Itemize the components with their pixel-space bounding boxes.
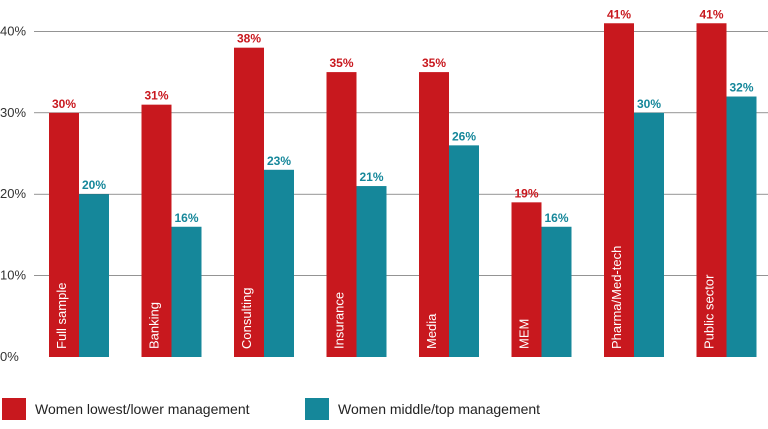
bar-top-management [79,194,109,357]
data-label: 35% [422,56,446,70]
data-label: 23% [267,154,291,168]
bar-lower-management [141,104,172,357]
bar-lower-management [326,72,357,357]
bars [49,23,757,358]
data-label: 26% [452,129,476,143]
y-tick-label: 0% [0,349,19,364]
bar-lower-management [419,72,449,357]
legend-item-top-management: Women middle/top management [305,398,540,420]
bar-lower-management [511,202,542,357]
category-label: Pharma/Med-tech [609,246,624,349]
data-label: 20% [82,178,106,192]
bar-top-management [356,186,387,357]
data-label: 38% [237,32,261,46]
bar-lower-management [49,112,79,357]
data-label: 41% [699,7,723,21]
y-axis-ticks: 0% 10% 20% 30% 40% [0,23,26,364]
bar-top-management [726,96,757,358]
category-label: Insurance [332,292,347,349]
y-tick-label: 20% [0,186,26,201]
data-label: 41% [607,7,631,21]
bar-top-management [171,226,202,357]
category-label: Consulting [239,288,254,349]
legend-swatch-lower-management [2,398,26,420]
legend-item-lower-management: Women lowest/lower management [2,398,250,420]
y-tick-label: 40% [0,23,26,38]
bar-top-management [541,226,572,357]
category-label: Public sector [702,274,717,349]
data-label: 16% [544,211,568,225]
legend: Women lowest/lower management Women midd… [0,398,768,422]
category-label: Banking [147,302,162,349]
bar-top-management [449,145,479,357]
legend-label-lower-management: Women lowest/lower management [35,401,250,417]
data-labels: 30% 20% 31% 16% 38% 23% 35% 21% 35% 26% 19% 16% 41% 3… [52,7,754,225]
category-labels: Full sample Banking Consulting Insurance Med… [54,246,717,349]
legend-label-top-management: Women middle/top management [338,401,541,417]
legend-swatch-top-management [305,398,329,420]
category-label: Full sample [54,283,69,349]
bar-lower-management [234,47,264,358]
data-label: 21% [359,170,383,184]
data-label: 30% [637,97,661,111]
data-label: 32% [729,81,753,95]
bar-lower-management [604,23,634,357]
y-tick-label: 10% [0,268,26,283]
data-label: 35% [329,56,353,70]
data-label: 31% [144,89,168,103]
data-label: 19% [514,186,538,200]
data-label: 16% [174,211,198,225]
data-label: 30% [52,97,76,111]
category-label: MEM [517,319,532,349]
y-tick-label: 30% [0,105,26,120]
bar-top-management [634,112,664,357]
bar-lower-management [696,23,727,357]
category-label: Media [424,313,439,349]
bar-top-management [264,169,294,357]
